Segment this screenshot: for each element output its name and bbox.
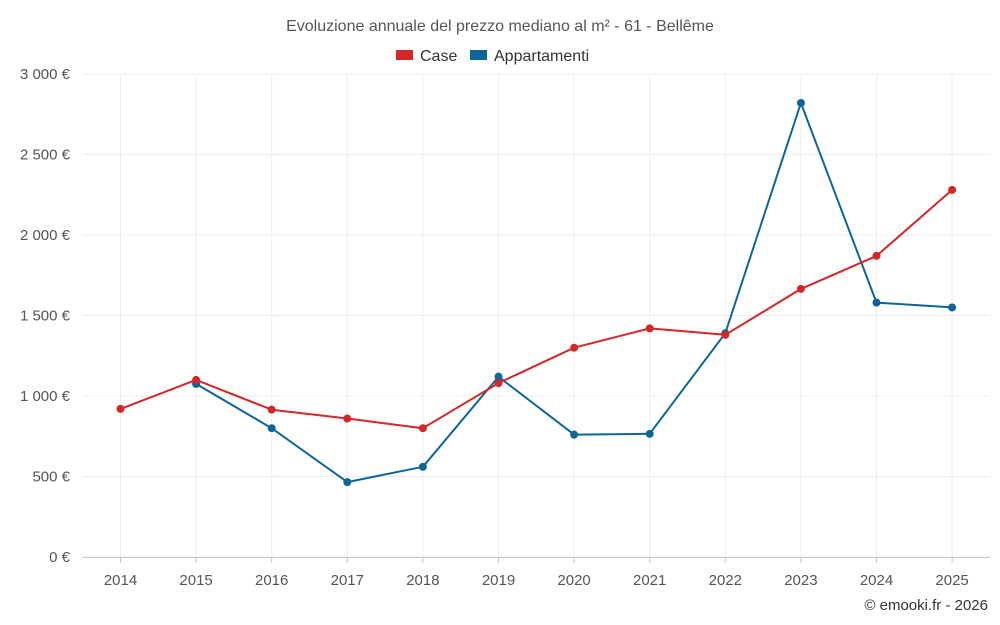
legend: Case Appartamenti — [396, 48, 589, 65]
y-tick-label-5: 2 500 € — [20, 147, 71, 164]
legend-swatch-0 — [396, 50, 413, 60]
point-0-6[interactable] — [570, 343, 579, 352]
point-0-3[interactable] — [343, 414, 352, 423]
x-tick-label-11: 2025 — [935, 572, 968, 589]
point-1-7[interactable] — [645, 429, 654, 438]
point-0-10[interactable] — [872, 251, 881, 260]
point-1-10[interactable] — [872, 298, 881, 307]
point-1-11[interactable] — [948, 303, 957, 312]
point-1-3[interactable] — [343, 478, 352, 487]
y-tick-label-4: 2 000 € — [20, 227, 71, 244]
y-tick-label-3: 1 500 € — [20, 308, 71, 325]
x-tick-label-7: 2021 — [633, 572, 666, 589]
footer-credit: © emooki.fr - 2026 — [864, 597, 988, 614]
series-line-0 — [120, 189, 953, 430]
series-layer — [116, 98, 957, 487]
y-tick-label-1: 500 € — [32, 469, 70, 486]
legend-label-1: Appartamenti — [494, 48, 589, 65]
point-0-2[interactable] — [267, 405, 276, 414]
point-0-11[interactable] — [948, 185, 957, 194]
x-tick-label-10: 2024 — [860, 572, 893, 589]
point-1-5[interactable] — [494, 372, 503, 381]
y-tick-label-6: 3 000 € — [20, 66, 71, 83]
x-tick-label-2: 2016 — [255, 572, 288, 589]
point-0-1[interactable] — [192, 375, 201, 384]
legend-label-0: Case — [420, 48, 457, 65]
x-tick-label-1: 2015 — [179, 572, 212, 589]
y-tick-label-2: 1 000 € — [20, 388, 71, 405]
chart-title: Evoluzione annuale del prezzo mediano al… — [286, 18, 714, 35]
point-0-8[interactable] — [721, 330, 730, 339]
x-tick-label-3: 2017 — [331, 572, 364, 589]
x-tick-label-0: 2014 — [104, 572, 137, 589]
x-tick-label-4: 2018 — [406, 572, 439, 589]
point-0-4[interactable] — [418, 424, 427, 433]
point-1-4[interactable] — [418, 462, 427, 471]
axes: 0 € 500 € 1 000 € 1 500 € 2 000 € 2 500 € 3 00… — [20, 66, 990, 589]
series-0 — [116, 185, 957, 433]
grid — [83, 73, 990, 558]
x-tick-label-6: 2020 — [557, 572, 590, 589]
legend-swatch-1 — [470, 50, 487, 60]
point-0-5[interactable] — [494, 379, 503, 388]
point-0-0[interactable] — [116, 404, 125, 413]
point-1-6[interactable] — [570, 430, 579, 439]
x-tick-label-5: 2019 — [482, 572, 515, 589]
point-0-7[interactable] — [645, 324, 654, 333]
y-tick-label-0: 0 € — [49, 549, 71, 566]
point-1-9[interactable] — [796, 98, 805, 107]
x-tick-label-9: 2023 — [784, 572, 817, 589]
x-tick-label-8: 2022 — [709, 572, 742, 589]
point-1-2[interactable] — [267, 424, 276, 433]
point-0-9[interactable] — [796, 284, 805, 293]
